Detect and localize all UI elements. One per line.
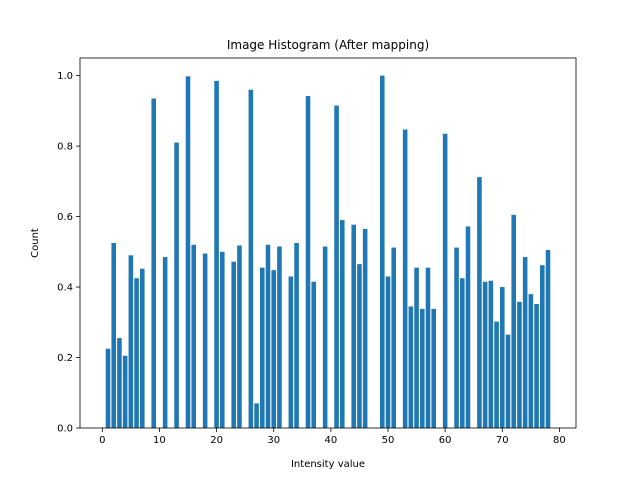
bar bbox=[117, 338, 122, 428]
bar bbox=[391, 247, 396, 428]
bar bbox=[134, 278, 139, 428]
bar bbox=[442, 133, 448, 428]
x-axis-ticks: 0 10 20 30 40 50 60 70 80 bbox=[99, 428, 566, 446]
bar bbox=[151, 98, 156, 429]
bar bbox=[402, 129, 408, 428]
x-tick-label: 40 bbox=[324, 435, 337, 446]
bar bbox=[322, 246, 328, 428]
bar bbox=[231, 261, 236, 428]
y-tick-label: 0.8 bbox=[57, 142, 73, 153]
bar bbox=[425, 267, 431, 428]
y-tick-label: 0.0 bbox=[57, 424, 73, 435]
bar bbox=[185, 76, 191, 428]
bars-group bbox=[105, 75, 551, 429]
x-tick-label: 80 bbox=[553, 435, 566, 446]
x-tick-label: 0 bbox=[99, 435, 105, 446]
bar bbox=[174, 142, 179, 428]
bar bbox=[431, 308, 436, 428]
bar bbox=[488, 280, 494, 428]
bar bbox=[340, 220, 345, 428]
y-tick-label: 0.6 bbox=[57, 212, 73, 223]
bar bbox=[522, 257, 528, 428]
bar bbox=[288, 276, 294, 428]
bar bbox=[505, 334, 511, 428]
x-axis-label: Intensity value bbox=[291, 459, 365, 470]
bar bbox=[534, 303, 539, 428]
bar bbox=[477, 177, 482, 428]
bar bbox=[254, 403, 259, 428]
bar bbox=[482, 281, 488, 428]
x-tick-label: 50 bbox=[382, 435, 395, 446]
bar bbox=[414, 267, 419, 428]
bar bbox=[271, 270, 276, 428]
bar bbox=[517, 301, 522, 428]
bar bbox=[202, 253, 208, 428]
bar bbox=[511, 214, 516, 428]
y-axis-label: Count bbox=[30, 228, 41, 258]
bar bbox=[420, 308, 425, 428]
bar bbox=[277, 246, 282, 428]
bar bbox=[294, 243, 299, 428]
bar bbox=[454, 247, 459, 428]
bar bbox=[260, 267, 265, 428]
bar bbox=[220, 251, 225, 428]
x-tick-label: 30 bbox=[267, 435, 280, 446]
x-tick-label: 20 bbox=[210, 435, 223, 446]
bar bbox=[545, 250, 551, 428]
bar bbox=[494, 321, 499, 428]
bar bbox=[214, 80, 219, 429]
bar bbox=[380, 75, 385, 429]
bar bbox=[351, 224, 356, 428]
bar bbox=[162, 257, 168, 428]
bar bbox=[500, 287, 505, 428]
bar bbox=[385, 276, 391, 428]
x-tick-label: 10 bbox=[153, 435, 166, 446]
y-axis-ticks: 0.0 0.2 0.4 0.6 0.8 1.0 bbox=[57, 71, 80, 435]
bar bbox=[111, 243, 116, 428]
bar bbox=[362, 228, 368, 428]
plot-area-frame bbox=[79, 57, 577, 429]
y-tick-label: 1.0 bbox=[57, 71, 73, 82]
bar bbox=[540, 265, 545, 428]
chart-title: Image Histogram (After mapping) bbox=[227, 38, 429, 52]
y-tick-label: 0.2 bbox=[57, 353, 73, 364]
x-tick-label: 60 bbox=[439, 435, 452, 446]
bar bbox=[311, 281, 316, 428]
bar bbox=[105, 348, 111, 428]
bar bbox=[408, 306, 414, 428]
bar bbox=[465, 226, 471, 428]
bar bbox=[248, 89, 254, 429]
bar bbox=[357, 264, 362, 428]
bar bbox=[334, 105, 339, 428]
bar bbox=[122, 355, 128, 428]
bar bbox=[528, 294, 534, 428]
bar bbox=[140, 268, 145, 428]
bar bbox=[128, 255, 134, 428]
bar bbox=[237, 245, 242, 428]
bar bbox=[191, 244, 196, 428]
y-tick-label: 0.4 bbox=[57, 283, 73, 294]
x-tick-label: 70 bbox=[496, 435, 509, 446]
bar bbox=[265, 244, 271, 428]
bar bbox=[305, 96, 311, 428]
bar bbox=[460, 278, 465, 428]
